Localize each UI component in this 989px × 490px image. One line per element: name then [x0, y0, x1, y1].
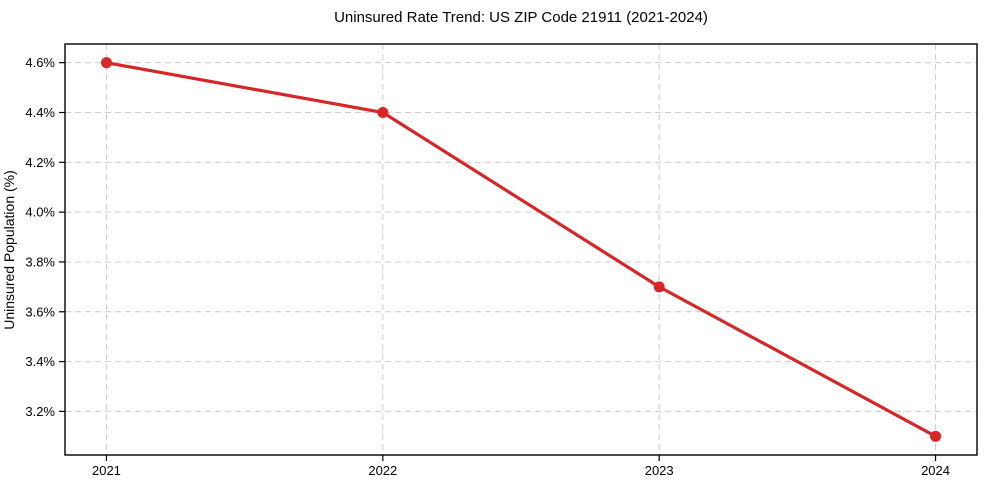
y-tick-label: 4.4%	[25, 105, 55, 120]
y-tick-label: 4.2%	[25, 155, 55, 170]
y-tick-label: 3.8%	[25, 254, 55, 269]
data-series	[100, 57, 942, 442]
y-tick-label: 3.6%	[25, 304, 55, 319]
x-tick-label: 2022	[368, 463, 397, 478]
trend-line	[104, 61, 938, 438]
y-tick-label: 4.6%	[25, 55, 55, 70]
y-tick-label: 3.4%	[25, 354, 55, 369]
y-axis-label: Uninsured Population (%)	[1, 170, 17, 330]
chart-title: Uninsured Rate Trend: US ZIP Code 21911 …	[334, 9, 708, 26]
y-tick-label: 3.2%	[25, 404, 55, 419]
x-tick-label: 2021	[92, 463, 121, 478]
y-tick-label: 4.0%	[25, 205, 55, 220]
x-tick-label: 2024	[921, 463, 950, 478]
data-point	[377, 107, 389, 118]
data-point	[653, 281, 665, 293]
x-tick-label: 2023	[645, 463, 674, 478]
data-point	[930, 430, 942, 442]
plot-border	[64, 43, 978, 456]
data-point	[100, 57, 112, 69]
axes: 3.2% 3.4% 3.6% 3.8% 4.0% 4.2% 4.4% 4.6% 2021 2022…	[25, 43, 978, 478]
gridlines	[65, 44, 977, 455]
